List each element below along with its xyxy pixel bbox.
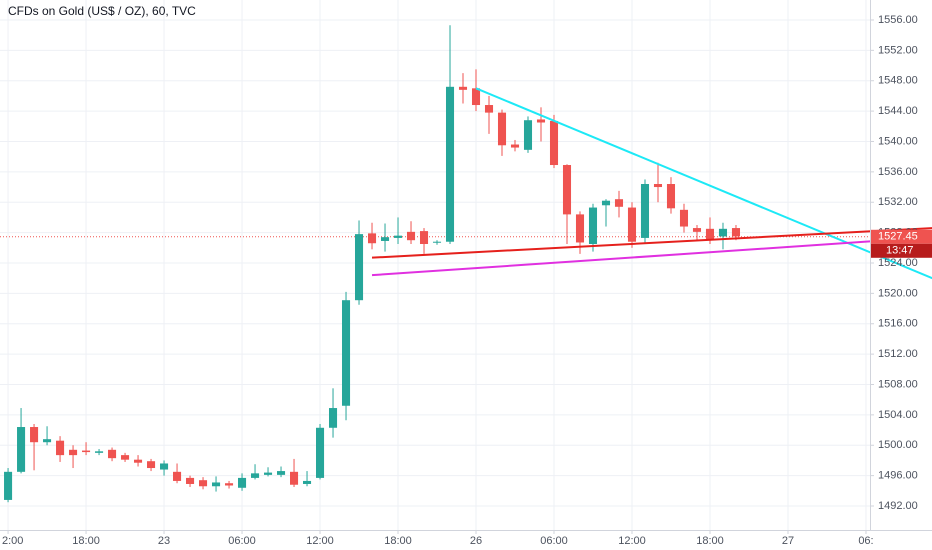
candle-body: [315, 427, 325, 478]
candle-body: [225, 483, 234, 486]
candle-body: [147, 461, 156, 469]
y-tick-label: 1540.00: [878, 135, 918, 147]
candle-body: [302, 480, 312, 484]
x-tick-label: 06:00: [540, 535, 568, 547]
candle-body: [43, 439, 52, 443]
candle-body: [510, 144, 520, 148]
x-tick-label: 06:00: [228, 535, 256, 547]
candle-body: [705, 228, 715, 241]
candle-body: [614, 199, 624, 207]
x-tick-label: 06:: [858, 535, 873, 547]
y-tick-label: 1500.00: [878, 439, 918, 451]
y-tick-label: 1548.00: [878, 75, 918, 87]
y-tick-label: 1524.00: [878, 257, 918, 269]
candle-body: [692, 228, 702, 232]
y-tick-label: 1512.00: [878, 348, 918, 360]
trend-line: [371, 227, 932, 259]
candle-body: [640, 184, 650, 238]
y-tick-label: 1536.00: [878, 166, 918, 178]
y-tick-label: 1492.00: [878, 500, 918, 512]
candle-body: [393, 235, 403, 238]
candle-body: [173, 471, 182, 481]
candle-body: [731, 228, 741, 237]
candle-body: [341, 300, 351, 406]
candle-body: [160, 463, 169, 470]
candle-body: [277, 471, 286, 475]
grid: [0, 0, 870, 530]
x-tick-label: 18:00: [696, 535, 724, 547]
candle-body: [536, 119, 546, 123]
trend-line: [371, 236, 932, 277]
candle-body: [4, 471, 13, 500]
candle-body: [108, 449, 117, 459]
axes: 1492.00 1496.00 1500.00 1504.00 1508.00 1512.…: [2, 14, 932, 547]
candle-body: [523, 120, 533, 150]
last-price-label: 1527.45: [878, 231, 918, 243]
candle-body: [30, 427, 39, 443]
candle-body: [121, 455, 130, 460]
candle-body: [588, 207, 598, 245]
candle-body: [56, 440, 65, 456]
candle-body: [471, 88, 481, 106]
candle-body: [653, 184, 663, 188]
x-tick-label: 2:00: [2, 535, 23, 547]
candle-body: [251, 473, 260, 478]
y-tick-label: 1504.00: [878, 409, 918, 421]
candle-body: [419, 231, 429, 245]
y-tick-label: 1508.00: [878, 378, 918, 390]
candle-body: [354, 234, 364, 301]
x-tick-label: 18:00: [384, 535, 412, 547]
candle-body: [290, 471, 299, 485]
candle-body: [445, 86, 455, 242]
candle-body: [406, 231, 416, 241]
candle-body: [601, 200, 611, 206]
candle-body: [328, 408, 338, 428]
candle-body: [238, 477, 247, 488]
y-tick-label: 1532.00: [878, 196, 918, 208]
candle-body: [17, 427, 26, 472]
y-tick-label: 1496.00: [878, 470, 918, 482]
x-tick-label: 26: [470, 535, 482, 547]
x-tick-label: 12:00: [618, 535, 646, 547]
x-tick-label: 27: [782, 535, 794, 547]
x-tick-label: 18:00: [72, 535, 100, 547]
y-tick-label: 1552.00: [878, 44, 918, 56]
candle-body: [199, 480, 208, 487]
candle-body: [575, 214, 585, 243]
candle-body: [264, 472, 273, 475]
countdown-box: [871, 243, 932, 258]
last-price-box: [871, 229, 932, 244]
candle-body: [484, 105, 494, 113]
chart-title: CFDs on Gold (US$ / OZ), 60, TVC: [8, 4, 196, 18]
candle-body: [549, 120, 559, 166]
y-tick-label: 1544.00: [878, 105, 918, 117]
y-tick-label: 1556.00: [878, 14, 918, 26]
candle-body: [186, 477, 195, 484]
candle-body: [432, 241, 442, 243]
candle-body: [458, 86, 468, 90]
candle-body: [627, 207, 637, 242]
candle-body: [212, 482, 221, 487]
candle-body: [82, 450, 91, 453]
candle-body: [718, 228, 728, 237]
candle-body: [367, 233, 377, 244]
trend-line: [475, 87, 932, 280]
candle-body: [69, 449, 78, 456]
y-tick-label: 1520.00: [878, 287, 918, 299]
candle-body: [562, 165, 572, 215]
y-tick-label: 1516.00: [878, 318, 918, 330]
x-tick-label: 23: [158, 535, 170, 547]
plot: [0, 25, 932, 503]
candle-body: [497, 112, 507, 146]
candle-body: [95, 451, 104, 453]
candle-body: [134, 459, 143, 463]
candle-body: [679, 209, 689, 227]
candle-body: [666, 184, 676, 209]
x-tick-label: 12:00: [306, 535, 334, 547]
countdown-label: 13:47: [886, 245, 914, 257]
candle-body: [380, 237, 390, 241]
